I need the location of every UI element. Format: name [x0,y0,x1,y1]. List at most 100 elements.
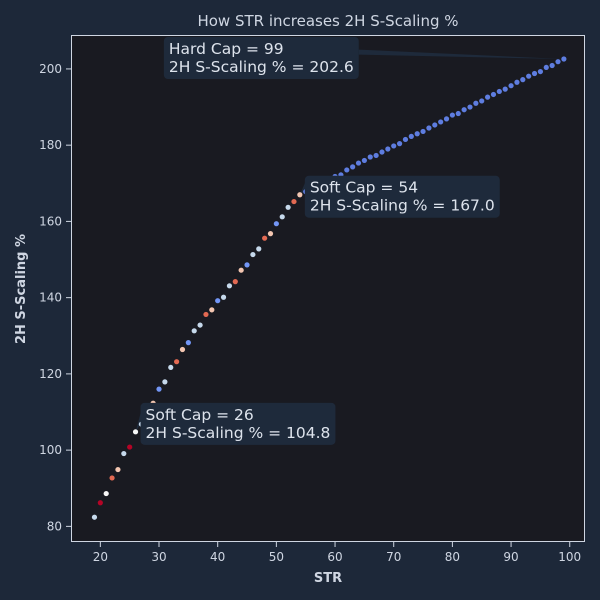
data-point [109,475,115,481]
data-point [426,125,432,131]
data-point [232,279,238,285]
data-point [385,146,391,152]
data-point [373,152,379,159]
data-point [273,221,279,227]
data-point [244,262,250,268]
x-tick-label: 100 [558,550,581,564]
annotation-box [163,37,359,80]
x-tick-label: 30 [151,550,166,564]
data-point [127,444,133,450]
plot-area [71,35,585,542]
y-axis-label: 2H S-Scaling % [14,234,29,344]
data-point [162,379,168,385]
data-point [414,131,420,137]
annotation-text: Soft Cap = 54 [310,179,418,197]
data-point [455,110,461,117]
chart-title: How STR increases 2H S-Scaling % [197,12,458,30]
data-point [520,77,526,83]
data-point [508,83,514,89]
data-point [402,136,409,143]
x-axis-label: STR [314,571,342,586]
data-point [97,500,103,506]
data-point [350,164,356,170]
data-point [367,154,373,160]
data-point [432,122,438,128]
data-point [484,94,491,100]
x-tick-label: 80 [445,550,460,564]
annotation-text: 2H S-Scaling % = 104.8 [146,424,331,442]
data-point [174,359,180,365]
annotation-leader [358,49,564,60]
data-point [215,298,221,304]
y-tick-label: 80 [47,519,62,533]
data-point [473,100,479,106]
data-point [291,198,297,205]
data-point [361,157,367,164]
data-point [449,112,455,118]
data-point [461,107,467,113]
annotation-box [304,175,500,218]
data-point [443,116,450,122]
data-point [179,346,186,353]
x-tick-label: 20 [93,550,108,564]
data-point [514,79,520,85]
data-point [561,56,567,62]
data-point [197,322,203,328]
data-point [132,429,139,435]
data-point [526,73,532,79]
data-point [168,364,174,371]
x-tick-label: 50 [269,550,284,564]
data-points [91,56,567,520]
data-point [549,62,555,69]
y-tick-label: 100 [39,443,62,457]
x-tick-label: 60 [327,550,342,564]
x-tick-label: 90 [503,550,518,564]
data-point [531,70,538,77]
data-point [438,119,444,125]
data-point [479,98,485,104]
y-tick-label: 140 [39,291,62,305]
data-point [408,133,414,139]
data-point [191,328,197,334]
data-point [91,514,98,520]
annotation-text: 2H S-Scaling % = 202.6 [169,58,354,76]
annotation-box [140,402,336,445]
data-point [256,246,262,252]
data-point [537,68,544,75]
data-point [490,91,497,98]
data-point [185,340,191,346]
x-tick-label: 70 [386,550,401,564]
plot-frame [71,35,585,542]
data-point [396,141,403,147]
y-tick-label: 180 [39,138,62,152]
data-point [115,466,121,473]
data-point [543,64,549,71]
data-point [238,267,244,273]
data-point [279,214,285,220]
data-point [285,204,291,210]
data-point [355,160,362,166]
annotation-text: 2H S-Scaling % = 167.0 [310,197,495,215]
data-point [226,283,233,289]
data-point [496,88,502,95]
data-point [267,231,274,237]
data-point [262,235,268,241]
data-point [467,104,473,110]
data-point [203,311,209,318]
y-tick-label: 200 [39,62,62,76]
data-point [555,59,561,65]
data-point [344,167,350,173]
data-point [250,251,256,258]
y-tick-label: 160 [39,214,62,228]
data-point [379,149,385,155]
data-point [391,143,397,149]
data-point [297,192,303,198]
data-point [121,450,127,457]
data-point [420,128,426,135]
data-point [502,86,508,92]
